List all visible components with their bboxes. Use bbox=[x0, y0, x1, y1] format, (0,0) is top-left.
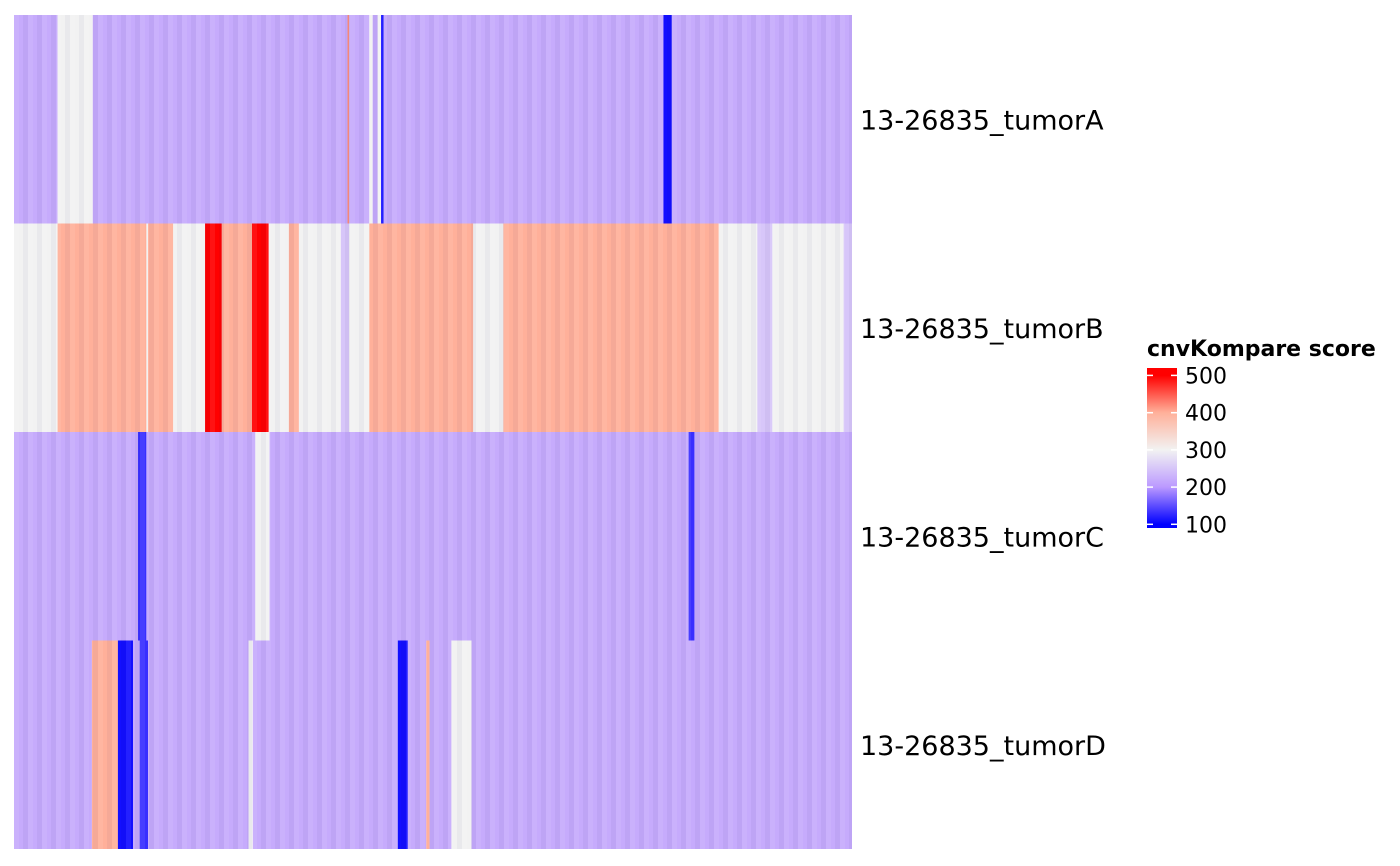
row-labels: 13-26835_tumorA 13-26835_tumorB 13-26835_t… bbox=[860, 105, 1106, 762]
stripe-overlay bbox=[14, 15, 852, 849]
legend-colorbar bbox=[1147, 368, 1177, 528]
row-label: 13-26835_tumorA bbox=[860, 105, 1104, 136]
row-label: 13-26835_tumorB bbox=[860, 314, 1104, 345]
legend: cnvKompare score 100 200 300 400 500 bbox=[1147, 337, 1376, 538]
legend-tick-label: 100 bbox=[1185, 513, 1227, 538]
row-label: 13-26835_tumorD bbox=[860, 731, 1106, 762]
legend-tick-label: 300 bbox=[1185, 439, 1227, 464]
row-label: 13-26835_tumorC bbox=[860, 522, 1104, 553]
legend-title: cnvKompare score bbox=[1147, 337, 1376, 362]
legend-tick-label: 500 bbox=[1185, 364, 1227, 389]
legend-ticks: 100 200 300 400 500 bbox=[1147, 364, 1227, 538]
legend-tick-label: 400 bbox=[1185, 402, 1227, 427]
legend-tick-label: 200 bbox=[1185, 476, 1227, 501]
stripe-texture bbox=[14, 15, 852, 849]
